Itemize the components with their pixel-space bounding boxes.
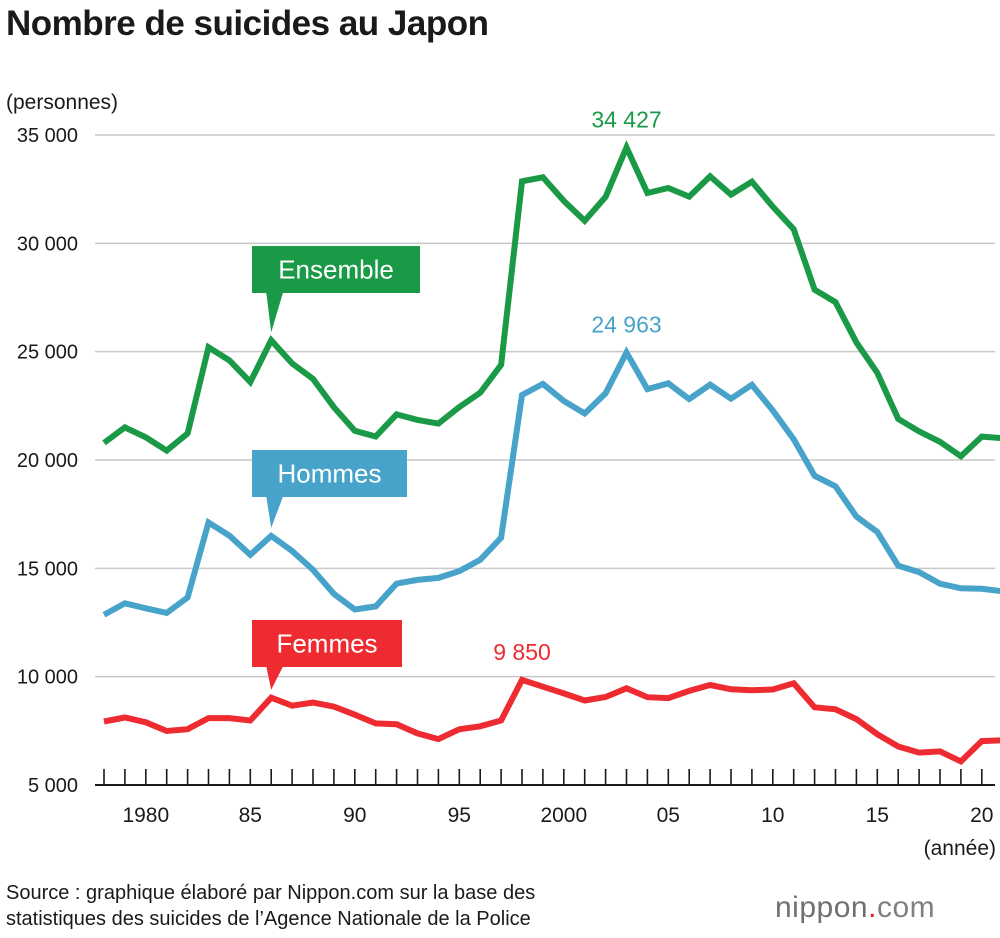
label-pointer <box>266 496 284 528</box>
x-tick-label: 2000 <box>540 804 587 827</box>
series-line-hommes <box>102 346 1000 618</box>
y-tick-label: 5 000 <box>28 775 78 797</box>
nippon-logo: nippon.com <box>775 891 935 925</box>
y-axis-unit-label: (personnes) <box>6 91 118 114</box>
source-note: Source : graphique élaboré par Nippon.co… <box>6 880 535 932</box>
x-tick-label: 20 <box>970 804 993 827</box>
series-label-hommes: Hommes <box>252 450 407 528</box>
x-tick-label: 90 <box>343 804 366 827</box>
logo-suffix: com <box>876 891 936 924</box>
logo-main: nippon <box>775 891 869 924</box>
y-tick-label: 25 000 <box>17 342 78 364</box>
source-line-1: Source : graphique élaboré par Nippon.co… <box>6 882 536 904</box>
gridlines <box>95 134 995 678</box>
label-box <box>252 450 407 497</box>
label-pointer <box>266 292 284 333</box>
series-label-femmes: Femmes <box>252 620 402 690</box>
label-box <box>252 620 402 667</box>
x-axis-unit-label: (année) <box>924 837 996 860</box>
series-label-ensemble: Ensemble <box>252 246 420 333</box>
x-tick-label: 10 <box>761 804 784 827</box>
annotation-hommes: 24 963 <box>591 311 661 337</box>
annotation-ensemble: 34 427 <box>591 106 661 132</box>
x-tick-label: 05 <box>657 804 680 827</box>
label-pointer <box>266 666 284 690</box>
y-tick-label: 15 000 <box>17 558 78 580</box>
label-text: Hommes <box>277 459 381 489</box>
y-tick-label: 20 000 <box>17 450 78 472</box>
label-text: Ensemble <box>278 255 394 285</box>
y-axis-ticks: 5 000 10 000 15 000 20 000 25 000 30 000 35 00… <box>17 125 78 797</box>
x-axis: 1980 85 90 95 2000 05 10 15 20 <box>95 769 995 827</box>
series-labels: Ensemble Hommes Femmes <box>252 246 420 690</box>
series-line-ensemble <box>102 139 1000 461</box>
x-tick-label: 95 <box>448 804 471 827</box>
series-lines <box>102 139 1000 766</box>
chart-title: Nombre de suicides au Japon <box>6 4 489 43</box>
label-box <box>252 246 420 293</box>
y-tick-label: 35 000 <box>17 125 78 147</box>
y-tick-label: 10 000 <box>17 667 78 689</box>
line-chart: 5 000 10 000 15 000 20 000 25 000 30 000 35 00… <box>6 91 1000 860</box>
source-line-2: statistiques des suicides de l’Agence Na… <box>6 908 531 930</box>
logo-dot: . <box>868 891 877 924</box>
x-tick-label: 15 <box>866 804 889 827</box>
x-tick-label: 1980 <box>122 804 169 827</box>
label-text: Femmes <box>276 629 377 659</box>
x-tick-label: 85 <box>239 804 262 827</box>
annotation-femmes: 9 850 <box>493 639 551 665</box>
peak-annotations: 34 427 24 963 9 850 <box>493 106 661 665</box>
y-tick-label: 30 000 <box>17 233 78 255</box>
series-line-femmes <box>103 676 1000 766</box>
